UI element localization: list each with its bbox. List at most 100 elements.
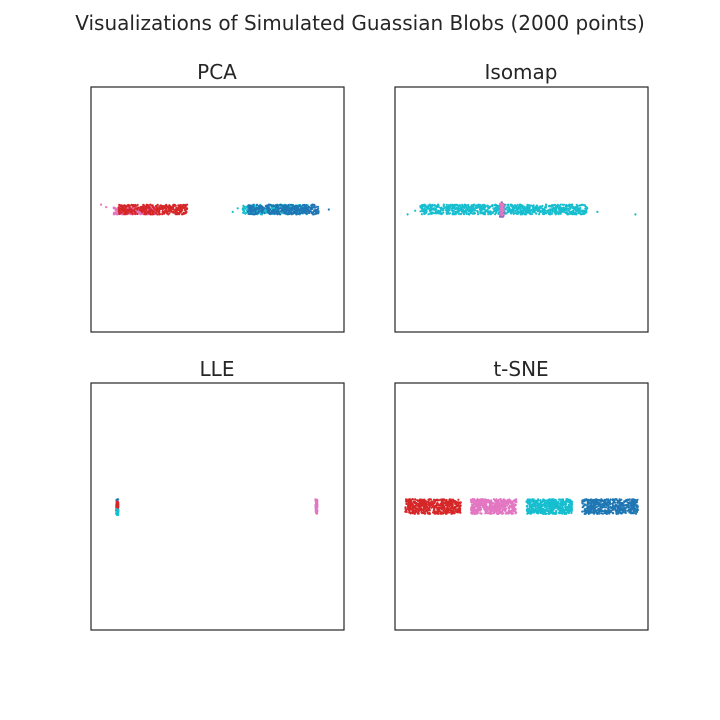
- point: [578, 208, 581, 211]
- point: [406, 505, 409, 508]
- point: [155, 204, 158, 208]
- point: [558, 207, 561, 210]
- point: [123, 213, 126, 216]
- point: [459, 208, 462, 211]
- point: [493, 207, 496, 210]
- point: [486, 505, 489, 509]
- point: [532, 204, 535, 207]
- point: [618, 506, 621, 509]
- point: [158, 213, 161, 216]
- point: [606, 511, 609, 515]
- point: [275, 205, 278, 208]
- point: [252, 203, 255, 206]
- point: [267, 211, 270, 214]
- point: [537, 209, 540, 212]
- point: [501, 508, 504, 511]
- point: [454, 502, 457, 506]
- point: [260, 209, 264, 212]
- point: [250, 208, 253, 211]
- figure-title: Visualizations of Simulated Guassian Blo…: [75, 11, 645, 35]
- point: [531, 500, 535, 503]
- point: [609, 506, 612, 509]
- points-lle: [115, 498, 319, 517]
- point: [158, 205, 161, 208]
- point: [184, 203, 187, 206]
- point: [505, 212, 508, 215]
- point: [278, 203, 282, 206]
- point: [301, 212, 304, 215]
- point: [480, 212, 484, 215]
- point: [136, 203, 139, 206]
- point: [440, 507, 443, 510]
- point: [259, 204, 262, 208]
- point: [471, 500, 474, 503]
- point: [487, 508, 490, 511]
- point: [440, 206, 443, 209]
- point: [182, 211, 185, 214]
- point: [489, 205, 492, 208]
- point: [170, 210, 173, 213]
- point: [161, 210, 164, 213]
- point: [174, 204, 177, 207]
- point: [475, 206, 478, 209]
- point: [462, 210, 465, 213]
- point: [501, 205, 504, 208]
- point: [115, 511, 118, 514]
- point: [619, 511, 622, 515]
- point: [607, 507, 610, 510]
- point: [516, 208, 519, 211]
- point: [538, 213, 541, 216]
- point: [580, 210, 584, 213]
- point: [465, 207, 468, 210]
- point: [572, 211, 575, 214]
- point: [571, 213, 574, 216]
- plot-frame-lle: [90, 382, 345, 631]
- point: [312, 204, 316, 207]
- point: [405, 502, 408, 506]
- point: [275, 211, 279, 214]
- point: [297, 212, 300, 215]
- point: [499, 212, 503, 215]
- point: [615, 498, 618, 501]
- point: [137, 206, 140, 209]
- point: [625, 504, 628, 507]
- point: [518, 203, 522, 207]
- point: [483, 203, 486, 206]
- cluster-tsne-blue: [581, 498, 639, 516]
- point: [613, 508, 616, 511]
- point: [154, 208, 157, 211]
- point: [455, 211, 458, 214]
- point: [434, 511, 437, 514]
- point: [535, 212, 538, 215]
- point: [595, 500, 598, 503]
- point: [507, 506, 510, 509]
- point: [177, 204, 180, 207]
- point: [535, 501, 538, 504]
- point: [484, 206, 487, 209]
- point: [485, 508, 488, 511]
- point: [120, 211, 123, 214]
- point: [583, 508, 587, 511]
- point: [458, 204, 461, 207]
- point: [611, 508, 614, 511]
- point: [130, 203, 133, 206]
- point: [616, 511, 619, 514]
- point: [605, 498, 608, 501]
- point: [186, 203, 189, 206]
- point: [481, 503, 484, 506]
- point: [498, 209, 502, 212]
- point: [266, 204, 269, 207]
- point: [547, 502, 551, 505]
- point: [589, 508, 592, 511]
- point: [535, 206, 538, 209]
- point: [529, 499, 532, 502]
- point: [165, 204, 168, 207]
- point: [513, 507, 516, 510]
- point: [119, 207, 122, 210]
- point: [280, 207, 283, 211]
- cluster-isomap-pink: [498, 202, 505, 217]
- point: [595, 505, 599, 508]
- point: [470, 207, 473, 210]
- point: [569, 207, 572, 210]
- point: [536, 499, 540, 502]
